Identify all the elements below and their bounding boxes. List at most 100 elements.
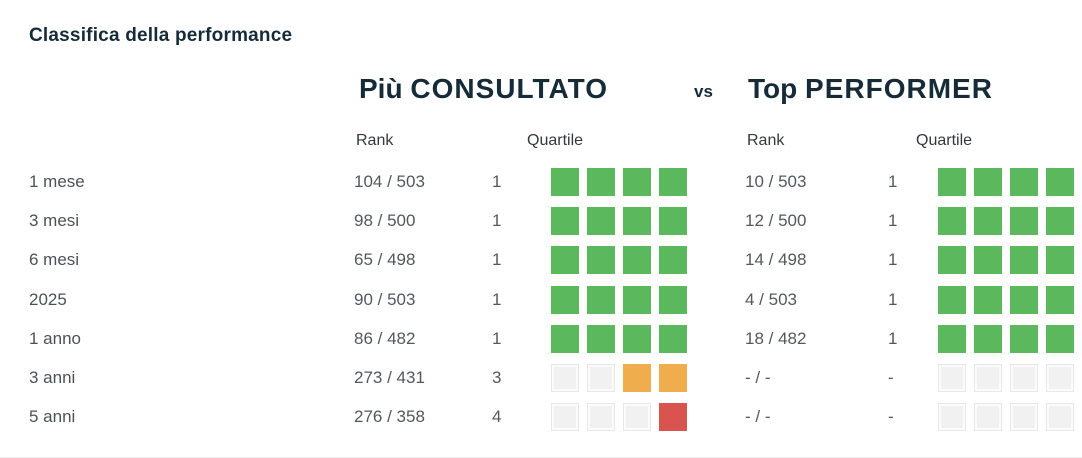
quartile-square-green [623, 167, 651, 196]
consultato-quartile-squares [551, 206, 687, 235]
quartile-square-empty [587, 403, 615, 432]
quartile-square-green [659, 167, 687, 196]
quartile-square-green [587, 167, 615, 196]
quartile-square-green [1010, 246, 1038, 275]
performer-header-rest: PERFORMER [805, 73, 993, 104]
consultato-quartile-squares [551, 285, 687, 314]
consultato-rank-value: 98 / 500 [354, 210, 416, 230]
consultato-header-accent: Più [359, 73, 403, 104]
quartile-square-green [974, 167, 1002, 196]
quartile-square-green [551, 285, 579, 314]
table-row: 6 mesi 65 / 498 1 14 / 498 1 [0, 241, 1082, 280]
quartile-square-green [1046, 324, 1074, 353]
quartile-square-green [659, 206, 687, 235]
ranking-table: 1 mese 104 / 503 1 10 / 503 1 3 mesi 98 … [0, 162, 1082, 437]
quartile-square-green [974, 324, 1002, 353]
quartile-square-green [974, 206, 1002, 235]
section-title: Classifica della performance [29, 25, 293, 46]
consultato-rank-header: Rank [356, 132, 394, 149]
quartile-square-green [938, 285, 966, 314]
consultato-quartile-value: 1 [492, 250, 502, 270]
consultato-quartile-squares [551, 324, 687, 353]
quartile-square-green [587, 324, 615, 353]
quartile-square-green [938, 206, 966, 235]
period-label: 6 mesi [29, 250, 80, 270]
performer-rank-value: 10 / 503 [745, 171, 807, 191]
period-label: 1 mese [29, 171, 85, 191]
consultato-quartile-value: 3 [492, 368, 502, 388]
quartile-square-green [587, 206, 615, 235]
consultato-quartile-header: Quartile [527, 132, 584, 149]
quartile-square-green [587, 285, 615, 314]
quartile-square-green [1010, 324, 1038, 353]
quartile-square-green [1046, 285, 1074, 314]
performer-rank-value: - / - [745, 368, 771, 388]
performer-quartile-squares [938, 403, 1074, 432]
consultato-quartile-value: 4 [492, 407, 502, 427]
performer-quartile-value: - [888, 368, 894, 388]
performer-rank-header: Rank [747, 132, 785, 149]
consultato-quartile-value: 1 [492, 210, 502, 230]
quartile-square-green [938, 246, 966, 275]
quartile-square-empty [974, 364, 1002, 393]
consultato-rank-value: 65 / 498 [354, 250, 416, 270]
consultato-quartile-value: 1 [492, 171, 502, 191]
consultato-rank-value: 90 / 503 [354, 289, 416, 309]
performer-quartile-squares [938, 324, 1074, 353]
performer-quartile-squares [938, 206, 1074, 235]
quartile-square-green [1046, 167, 1074, 196]
quartile-square-green [659, 246, 687, 275]
quartile-square-empty [587, 364, 615, 393]
quartile-square-red [659, 403, 687, 432]
consultato-quartile-squares [551, 167, 687, 196]
quartile-square-empty [623, 403, 651, 432]
table-row: 3 anni 273 / 431 3 - / - - [0, 358, 1082, 397]
period-label: 5 anni [29, 407, 76, 427]
consultato-rank-value: 273 / 431 [354, 368, 425, 388]
quartile-square-green [1046, 206, 1074, 235]
quartile-square-green [623, 285, 651, 314]
performer-header-accent: Top [748, 73, 798, 104]
period-label: 3 mesi [29, 210, 80, 230]
consultato-header-rest: CONSULTATO [410, 73, 609, 104]
quartile-square-green [1046, 246, 1074, 275]
consultato-rank-value: 86 / 482 [354, 328, 416, 348]
quartile-square-green [938, 324, 966, 353]
table-row: 2025 90 / 503 1 4 / 503 1 [0, 280, 1082, 319]
consultato-rank-value: 104 / 503 [354, 171, 425, 191]
quartile-square-green [974, 246, 1002, 275]
period-label: 1 anno [29, 328, 81, 348]
period-label: 2025 [29, 289, 67, 309]
quartile-square-green [551, 246, 579, 275]
performer-rank-value: 14 / 498 [745, 250, 807, 270]
quartile-square-green [551, 206, 579, 235]
quartile-square-empty [1010, 364, 1038, 393]
consultato-quartile-squares [551, 246, 687, 275]
performer-rank-value: 4 / 503 [745, 289, 797, 309]
quartile-square-orange [659, 364, 687, 393]
quartile-square-green [623, 324, 651, 353]
table-row: 3 mesi 98 / 500 1 12 / 500 1 [0, 201, 1082, 240]
performer-quartile-value: 1 [888, 289, 898, 309]
performer-quartile-value: 1 [888, 171, 898, 191]
quartile-square-green [974, 285, 1002, 314]
quartile-square-empty [938, 403, 966, 432]
quartile-square-green [1010, 285, 1038, 314]
performer-rank-value: 12 / 500 [745, 210, 807, 230]
quartile-square-empty [1046, 364, 1074, 393]
quartile-square-orange [623, 364, 651, 393]
table-row: 1 mese 104 / 503 1 10 / 503 1 [0, 162, 1082, 201]
performer-quartile-squares [938, 285, 1074, 314]
performer-rank-value: - / - [745, 407, 771, 427]
consultato-header: Più CONSULTATO [359, 73, 608, 105]
quartile-square-empty [974, 403, 1002, 432]
consultato-quartile-value: 1 [492, 328, 502, 348]
consultato-quartile-squares [551, 364, 687, 393]
quartile-square-green [659, 285, 687, 314]
table-row: 5 anni 276 / 358 4 - / - - [0, 398, 1082, 437]
quartile-square-green [623, 246, 651, 275]
quartile-square-green [551, 324, 579, 353]
quartile-square-green [623, 206, 651, 235]
performer-quartile-value: 1 [888, 210, 898, 230]
